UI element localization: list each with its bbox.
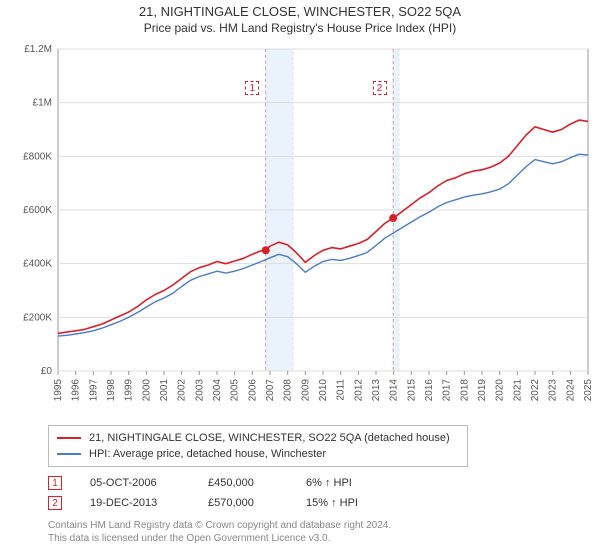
footer: Contains HM Land Registry data © Crown c…: [48, 519, 592, 545]
svg-text:2020: 2020: [495, 379, 506, 402]
transaction-price: £570,000: [208, 497, 278, 509]
legend-label: 21, NIGHTINGALE CLOSE, WINCHESTER, SO22 …: [89, 432, 450, 444]
transaction-row: 1 05-OCT-2006 £450,000 6% ↑ HPI: [48, 473, 592, 493]
transaction-date: 19-DEC-2013: [90, 497, 180, 509]
legend-item: 21, NIGHTINGALE CLOSE, WINCHESTER, SO22 …: [57, 430, 459, 446]
svg-text:2015: 2015: [406, 379, 417, 402]
footer-line-1: Contains HM Land Registry data © Crown c…: [48, 519, 592, 532]
chart-container: £0 £200K £400K £600K £800K £1M £1.2M 1995 1996 19…: [8, 41, 592, 421]
transaction-pct: 15% ↑ HPI: [306, 497, 406, 509]
svg-text:2017: 2017: [442, 379, 453, 402]
footer-line-2: This data is licensed under the Open Gov…: [48, 532, 592, 545]
svg-text:2008: 2008: [283, 379, 294, 402]
svg-text:2019: 2019: [477, 379, 488, 402]
svg-text:1999: 1999: [124, 379, 135, 402]
svg-text:£400K: £400K: [23, 259, 52, 270]
svg-text:1997: 1997: [88, 379, 99, 402]
svg-text:2004: 2004: [212, 379, 223, 402]
legend-item: HPI: Average price, detached house, Winc…: [57, 446, 459, 462]
svg-text:2023: 2023: [548, 379, 559, 402]
transaction-marker: 1: [48, 476, 62, 490]
line-chart: £0 £200K £400K £600K £800K £1M £1.2M 1995 1996 19…: [8, 41, 592, 421]
svg-text:2011: 2011: [336, 379, 347, 401]
svg-text:2000: 2000: [141, 379, 152, 402]
svg-text:2021: 2021: [512, 379, 523, 402]
transaction-marker: 2: [48, 496, 62, 510]
transaction-date: 05-OCT-2006: [90, 477, 180, 489]
svg-text:2016: 2016: [424, 379, 435, 402]
page-subtitle: Price paid vs. HM Land Registry's House …: [8, 21, 592, 35]
svg-text:2010: 2010: [318, 379, 329, 402]
svg-text:£1M: £1M: [33, 98, 52, 109]
svg-text:£800K: £800K: [23, 151, 52, 162]
svg-text:£0: £0: [41, 366, 53, 377]
svg-text:£600K: £600K: [23, 205, 52, 216]
transaction-row: 2 19-DEC-2013 £570,000 15% ↑ HPI: [48, 493, 592, 513]
chart-marker-1: 1: [245, 81, 259, 95]
svg-text:2018: 2018: [459, 379, 470, 402]
chart-marker-2: 2: [373, 81, 387, 95]
legend-swatch: [57, 453, 81, 455]
legend-label: HPI: Average price, detached house, Winc…: [89, 448, 326, 460]
transaction-pct: 6% ↑ HPI: [306, 477, 406, 489]
svg-text:2001: 2001: [159, 379, 170, 402]
svg-text:2009: 2009: [300, 379, 311, 402]
page-title: 21, NIGHTINGALE CLOSE, WINCHESTER, SO22 …: [8, 4, 592, 19]
legend-swatch: [57, 437, 81, 439]
svg-text:1995: 1995: [53, 379, 64, 402]
transaction-price: £450,000: [208, 477, 278, 489]
svg-text:2013: 2013: [371, 379, 382, 402]
svg-text:2007: 2007: [265, 379, 276, 402]
svg-text:2025: 2025: [583, 379, 592, 402]
svg-text:2022: 2022: [530, 379, 541, 402]
svg-text:1996: 1996: [71, 379, 82, 402]
svg-text:2002: 2002: [177, 379, 188, 402]
svg-text:2003: 2003: [194, 379, 205, 402]
legend: 21, NIGHTINGALE CLOSE, WINCHESTER, SO22 …: [48, 425, 468, 467]
transaction-table: 1 05-OCT-2006 £450,000 6% ↑ HPI 2 19-DEC-2013…: [48, 473, 592, 513]
svg-text:2012: 2012: [353, 379, 364, 402]
svg-text:2024: 2024: [565, 379, 576, 402]
svg-text:£200K: £200K: [23, 312, 52, 323]
svg-text:1998: 1998: [106, 379, 117, 402]
svg-text:2014: 2014: [389, 379, 400, 402]
svg-text:2006: 2006: [247, 379, 258, 402]
svg-text:2005: 2005: [230, 379, 241, 402]
svg-text:£1.2M: £1.2M: [24, 44, 52, 55]
